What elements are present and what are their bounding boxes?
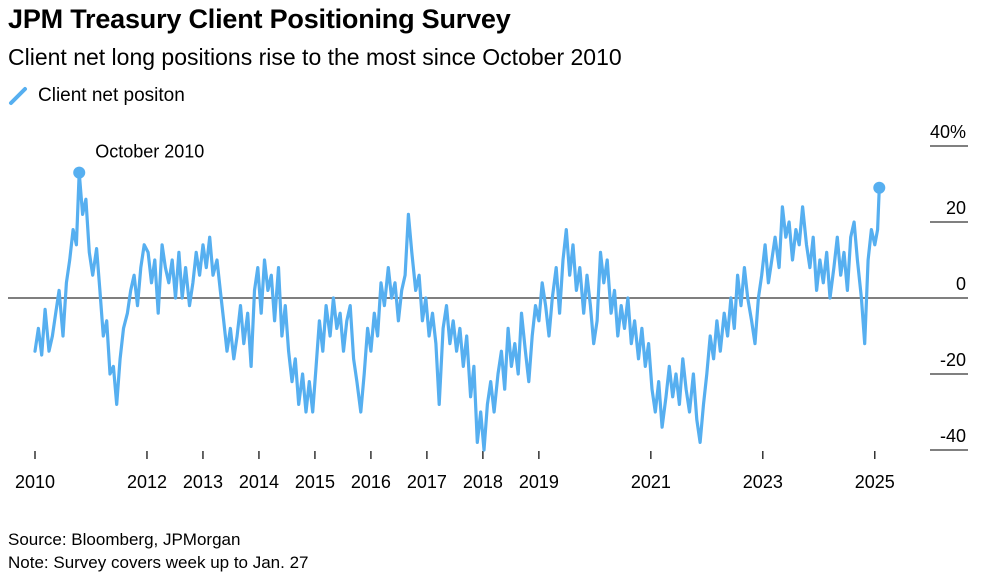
y-tick-label: 20 — [946, 198, 966, 218]
x-tick-label: 2016 — [351, 472, 391, 492]
x-tick-label: 2013 — [183, 472, 223, 492]
x-tick-label: 2018 — [463, 472, 503, 492]
x-tick-label: 2015 — [295, 472, 335, 492]
footer: Source: Bloomberg, JPMorgan Note: Survey… — [8, 528, 309, 574]
annotation-marker — [873, 181, 886, 194]
y-tick-label: 40% — [930, 122, 966, 142]
y-tick-label: 0 — [956, 274, 966, 294]
chart-subtitle: Client net long positions rise to the mo… — [8, 44, 622, 70]
x-tick-label: 2010 — [15, 472, 55, 492]
annotation-marker — [73, 166, 86, 179]
source-text: Source: Bloomberg, JPMorgan — [8, 530, 241, 549]
legend-label: Client net positon — [38, 85, 185, 106]
x-tick-label: 2014 — [239, 472, 279, 492]
x-tick-label: 2019 — [519, 472, 559, 492]
y-tick-label: -20 — [940, 350, 966, 370]
note-text: Note: Survey covers week up to Jan. 27 — [8, 553, 309, 572]
x-tick-label: 2023 — [743, 472, 783, 492]
y-tick-label: -40 — [940, 426, 966, 446]
annotation-label: October 2010 — [95, 142, 204, 162]
x-tick-label: 2021 — [631, 472, 671, 492]
x-tick-label: 2017 — [407, 472, 447, 492]
legend: Client net positon — [8, 85, 185, 107]
series-line-client-net-position — [33, 171, 881, 452]
legend-line-icon — [9, 87, 27, 105]
x-tick-label: 2012 — [127, 472, 167, 492]
chart-title: JPM Treasury Client Positioning Survey — [8, 4, 511, 34]
x-tick-label: 2025 — [855, 472, 895, 492]
